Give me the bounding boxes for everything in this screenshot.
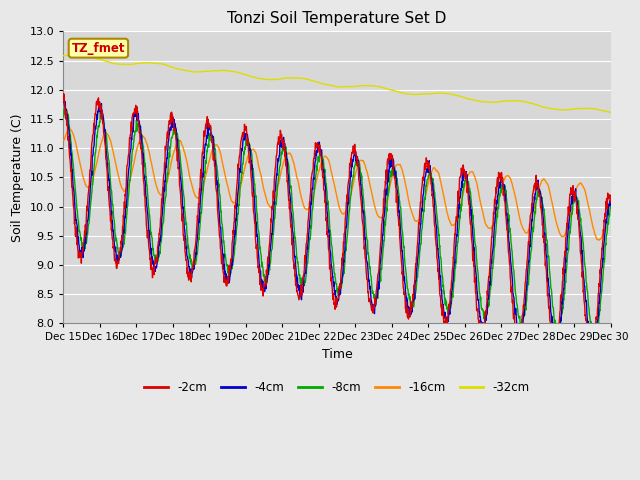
X-axis label: Time: Time [322,348,353,361]
Text: TZ_fmet: TZ_fmet [72,42,125,55]
Legend: -2cm, -4cm, -8cm, -16cm, -32cm: -2cm, -4cm, -8cm, -16cm, -32cm [140,377,534,399]
Title: Tonzi Soil Temperature Set D: Tonzi Soil Temperature Set D [227,11,447,26]
Y-axis label: Soil Temperature (C): Soil Temperature (C) [11,113,24,241]
